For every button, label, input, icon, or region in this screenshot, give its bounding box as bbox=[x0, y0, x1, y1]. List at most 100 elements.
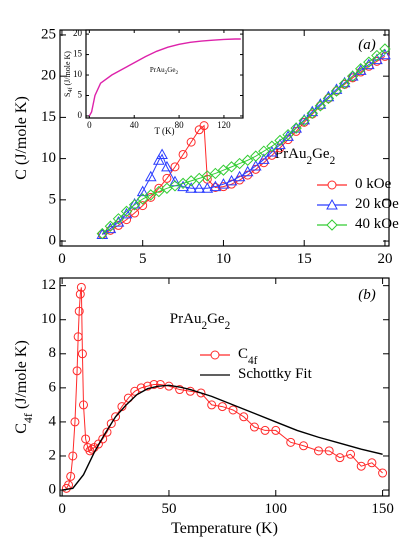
marker bbox=[346, 70, 359, 81]
marker bbox=[227, 179, 237, 189]
marker bbox=[290, 122, 302, 134]
marker bbox=[249, 160, 262, 171]
marker bbox=[128, 199, 141, 211]
marker bbox=[149, 379, 159, 389]
marker bbox=[96, 227, 109, 240]
marker bbox=[102, 427, 112, 437]
marker bbox=[178, 149, 188, 159]
chart-panel: 0 50 100 150 0 2 4 6 8 10 12 Temperature (K) C4f (J/… bbox=[13, 277, 394, 537]
y-tick-label: 10 bbox=[41, 311, 56, 327]
legend-label: 0 kOe bbox=[355, 176, 392, 192]
x-tick-label: 0 bbox=[58, 501, 66, 517]
marker bbox=[207, 400, 217, 410]
plot-frame bbox=[59, 277, 390, 497]
y-tick-label: 10 bbox=[73, 69, 83, 79]
legend-label: 20 kOe bbox=[355, 196, 399, 212]
y-tick-label: 5 bbox=[78, 90, 83, 100]
x-tick-label: 0 bbox=[87, 120, 92, 130]
marker bbox=[162, 173, 172, 183]
marker bbox=[98, 434, 108, 444]
marker bbox=[367, 458, 377, 468]
marker bbox=[79, 400, 88, 410]
marker bbox=[243, 170, 253, 180]
marker bbox=[143, 381, 153, 391]
x-tick-label: 120 bbox=[217, 120, 231, 130]
marker bbox=[233, 157, 246, 170]
x-tick-label: 150 bbox=[371, 501, 394, 517]
marker bbox=[70, 417, 80, 427]
y-tick-label: 6 bbox=[49, 379, 57, 395]
marker bbox=[306, 107, 318, 119]
marker bbox=[144, 170, 157, 182]
x-tick-label: 10 bbox=[216, 251, 231, 267]
marker bbox=[209, 167, 222, 180]
marker bbox=[154, 183, 164, 193]
x-tick-label: 40 bbox=[130, 120, 140, 130]
y-tick-label: 15 bbox=[73, 49, 83, 59]
marker bbox=[363, 56, 375, 68]
marker bbox=[120, 205, 133, 218]
annotation: PrAu2Ge2 bbox=[170, 311, 230, 331]
marker bbox=[217, 402, 227, 412]
marker bbox=[378, 468, 388, 478]
marker bbox=[228, 405, 238, 415]
marker bbox=[186, 137, 196, 147]
marker bbox=[152, 154, 165, 165]
marker bbox=[322, 92, 335, 105]
marker bbox=[217, 178, 230, 189]
x-tick-label: 0 bbox=[58, 251, 66, 267]
legend-label: 40 kOe bbox=[355, 216, 399, 232]
marker bbox=[136, 193, 149, 205]
marker bbox=[153, 185, 165, 198]
marker bbox=[338, 76, 351, 88]
marker bbox=[193, 182, 206, 193]
marker bbox=[104, 220, 117, 232]
marker bbox=[257, 153, 270, 164]
marker bbox=[73, 332, 83, 342]
marker bbox=[170, 162, 180, 172]
annotation: (a) bbox=[358, 37, 376, 53]
y-tick-label: 12 bbox=[41, 277, 56, 293]
y-tick-label: 10 bbox=[41, 150, 56, 166]
marker bbox=[239, 412, 249, 422]
marker bbox=[111, 412, 121, 422]
x-tick-label: 15 bbox=[297, 251, 312, 267]
marker bbox=[185, 182, 197, 193]
y-tick-label: 0 bbox=[78, 110, 83, 120]
marker bbox=[266, 140, 278, 152]
marker bbox=[298, 114, 310, 127]
marker bbox=[282, 128, 294, 141]
marker bbox=[330, 85, 343, 97]
y-tick-label: 20 bbox=[41, 68, 56, 84]
marker bbox=[356, 461, 366, 471]
marker bbox=[130, 208, 140, 218]
marker bbox=[260, 425, 270, 435]
marker bbox=[74, 306, 84, 316]
y-tick-label: 0 bbox=[49, 481, 57, 497]
y-tick-label: 8 bbox=[49, 345, 57, 361]
marker bbox=[199, 121, 209, 131]
marker bbox=[241, 154, 254, 166]
y-tick-label: 4 bbox=[49, 413, 57, 429]
marker bbox=[290, 122, 302, 133]
marker bbox=[217, 164, 230, 176]
marker bbox=[324, 446, 334, 456]
marker bbox=[346, 449, 356, 459]
marker bbox=[249, 422, 259, 432]
x-tick-label: 100 bbox=[265, 501, 288, 517]
marker bbox=[106, 419, 116, 429]
y-tick-label: 25 bbox=[41, 26, 56, 42]
marker bbox=[250, 150, 262, 162]
y-tick-label: 15 bbox=[41, 109, 56, 125]
marker bbox=[196, 388, 206, 398]
marker bbox=[314, 100, 327, 112]
legend-label: Schottky Fit bbox=[238, 366, 313, 382]
marker bbox=[338, 77, 351, 90]
y-tick-label: 2 bbox=[49, 447, 57, 463]
legend-label: C4f bbox=[238, 346, 258, 366]
x-axis-label: T (K) bbox=[154, 126, 174, 136]
marker bbox=[72, 366, 82, 376]
marker bbox=[371, 49, 383, 62]
marker bbox=[161, 160, 173, 172]
